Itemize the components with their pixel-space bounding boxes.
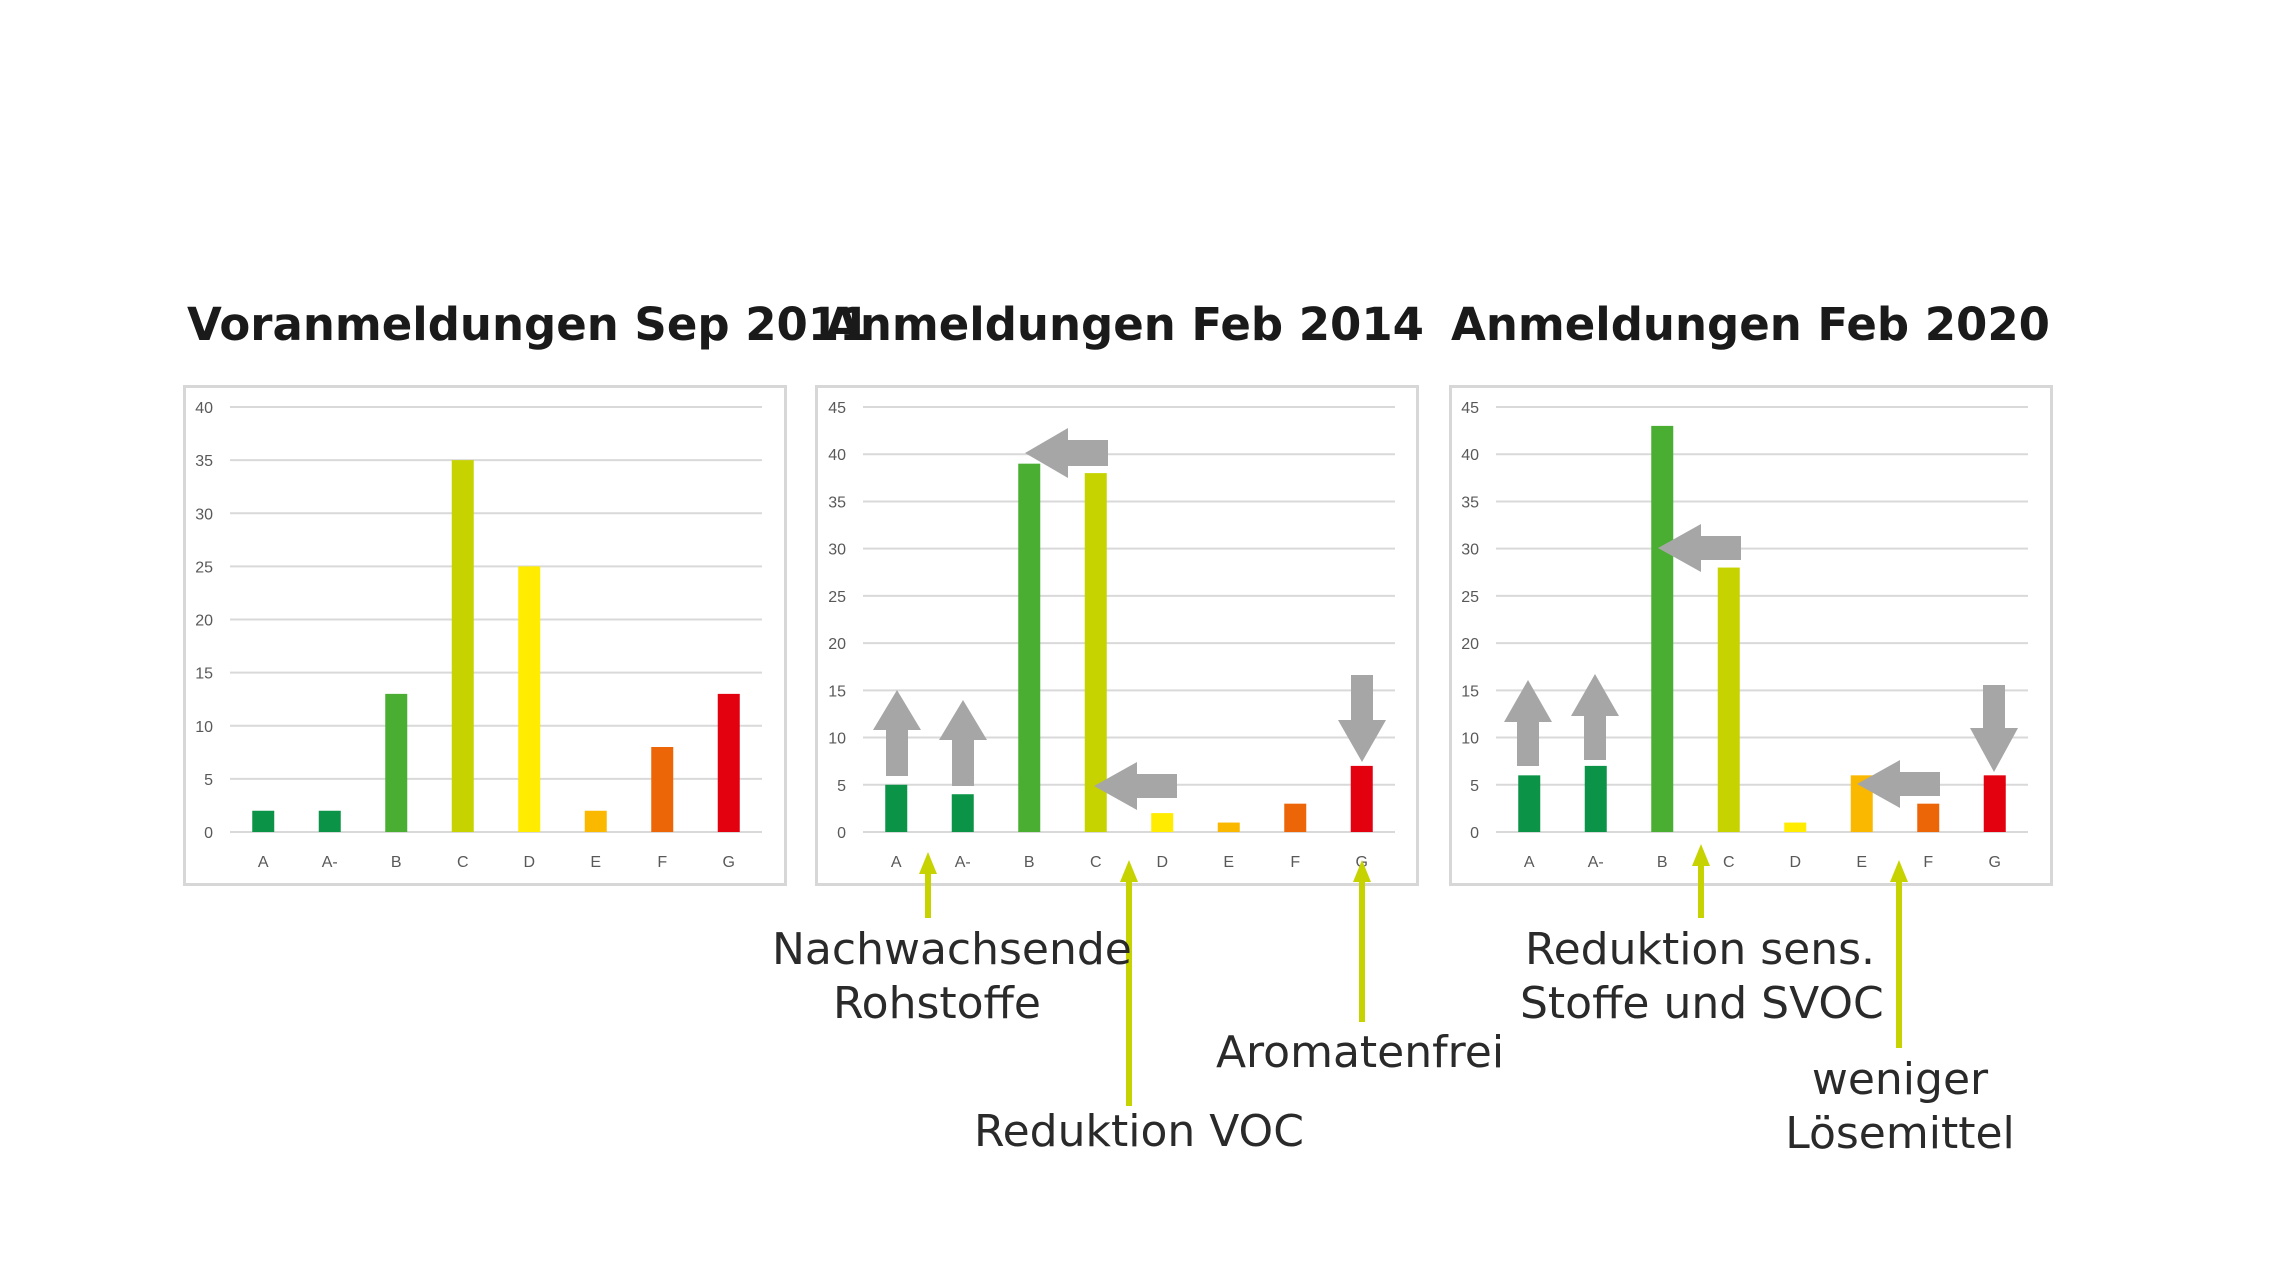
x-tick-label: D: [523, 854, 535, 871]
y-tick-label: 5: [1470, 778, 1479, 795]
bar-f: [651, 747, 674, 832]
y-tick-label: 35: [195, 453, 213, 470]
bar-g: [717, 693, 740, 832]
y-tick-label: 35: [828, 494, 846, 511]
x-tick-label: B: [1024, 854, 1035, 871]
x-tick-label: D: [1789, 854, 1801, 871]
x-tick-label: A-: [1588, 854, 1604, 871]
annotation-nachwachsende-rohstoffe: Nachwachsende Rohstoffe: [772, 923, 1132, 1031]
x-tick-label: F: [1923, 854, 1933, 871]
bar-e: [1217, 822, 1240, 832]
annotation-reduktion-sens-stoffe-svoc: Reduktion sens. Stoffe und SVOC: [1520, 923, 1884, 1031]
chart-title-2020: Anmeldungen Feb 2020: [1451, 298, 2050, 351]
y-tick-label: 15: [828, 683, 846, 700]
x-tick-label: C: [1723, 854, 1735, 871]
bar-f: [1917, 803, 1940, 832]
bar-aminus: [318, 810, 341, 832]
y-tick-label: 5: [204, 772, 213, 789]
x-tick-label: F: [1290, 854, 1300, 871]
annotation-line: Rohstoffe: [833, 978, 1041, 1029]
bar-g: [1983, 775, 2006, 832]
y-tick-label: 30: [195, 506, 213, 523]
annotation-line: Nachwachsende: [772, 924, 1132, 975]
x-tick-label: G: [1989, 854, 2001, 871]
bar-a: [1518, 775, 1541, 832]
y-tick-label: 0: [837, 825, 846, 842]
annotation-aromatenfrei: Aromatenfrei: [1210, 1026, 1510, 1080]
x-tick-label: A: [891, 854, 902, 871]
bar-f: [1284, 803, 1307, 832]
bar-c: [1084, 473, 1107, 832]
bar-d: [1151, 813, 1174, 832]
x-tick-label: E: [590, 854, 601, 871]
chart-title-2014: Anmeldungen Feb 2014: [825, 298, 1424, 351]
y-tick-label: 20: [1461, 636, 1479, 653]
y-tick-label: 15: [195, 666, 213, 683]
bar-c: [1717, 567, 1740, 832]
y-tick-label: 30: [828, 542, 846, 559]
chart-frame-2011: [183, 385, 787, 886]
bar-d: [518, 566, 541, 832]
bar-aminus: [1584, 765, 1607, 832]
bar-a: [252, 810, 275, 832]
y-tick-label: 20: [195, 613, 213, 630]
bar-b: [1018, 463, 1041, 832]
chart-frame-2020: [1449, 385, 2053, 886]
y-tick-label: 40: [828, 447, 846, 464]
bar-e: [584, 810, 607, 832]
y-tick-label: 0: [1470, 825, 1479, 842]
y-tick-label: 5: [837, 778, 846, 795]
chart-title-2011: Voranmeldungen Sep 2011: [187, 298, 871, 351]
y-tick-label: 15: [1461, 683, 1479, 700]
y-tick-label: 10: [828, 731, 846, 748]
annotation-weniger-loesemittel: weniger Lösemittel: [1770, 1053, 2030, 1161]
y-tick-label: 20: [828, 636, 846, 653]
x-tick-label: A: [1524, 854, 1535, 871]
x-tick-label: E: [1856, 854, 1867, 871]
y-tick-label: 45: [1461, 400, 1479, 417]
annotation-line: Aromatenfrei: [1215, 1027, 1505, 1078]
x-tick-label: C: [1090, 854, 1102, 871]
bar-b: [1651, 425, 1674, 832]
y-tick-label: 0: [204, 825, 213, 842]
y-tick-label: 35: [1461, 494, 1479, 511]
y-tick-label: 25: [195, 559, 213, 576]
bar-g: [1350, 765, 1373, 832]
annotation-line: Reduktion VOC: [974, 1106, 1304, 1157]
bar-d: [1784, 822, 1807, 832]
bar-b: [385, 693, 408, 832]
bar-a: [885, 784, 908, 832]
y-tick-label: 10: [195, 719, 213, 736]
annotation-line: Lösemittel: [1785, 1108, 2015, 1159]
annotation-line: Reduktion sens.: [1524, 924, 1876, 975]
y-tick-label: 40: [1461, 447, 1479, 464]
x-tick-label: A-: [955, 854, 971, 871]
x-tick-label: A-: [322, 854, 338, 871]
y-tick-label: 30: [1461, 542, 1479, 559]
x-tick-label: C: [457, 854, 469, 871]
annotation-line: Stoffe und SVOC: [1520, 978, 1884, 1029]
x-tick-label: G: [723, 854, 735, 871]
x-tick-label: D: [1156, 854, 1168, 871]
bar-aminus: [951, 794, 974, 832]
bar-e: [1850, 775, 1873, 832]
x-tick-label: B: [391, 854, 402, 871]
y-tick-label: 25: [1461, 589, 1479, 606]
y-tick-label: 40: [195, 400, 213, 417]
y-tick-label: 45: [828, 400, 846, 417]
x-tick-label: B: [1657, 854, 1668, 871]
x-tick-label: E: [1223, 854, 1234, 871]
annotation-reduktion-voc: Reduktion VOC: [974, 1105, 1304, 1159]
bar-c: [451, 460, 474, 832]
y-tick-label: 25: [828, 589, 846, 606]
x-tick-label: F: [657, 854, 667, 871]
x-tick-label: A: [258, 854, 269, 871]
y-tick-label: 10: [1461, 731, 1479, 748]
annotation-line: weniger: [1811, 1054, 1989, 1105]
